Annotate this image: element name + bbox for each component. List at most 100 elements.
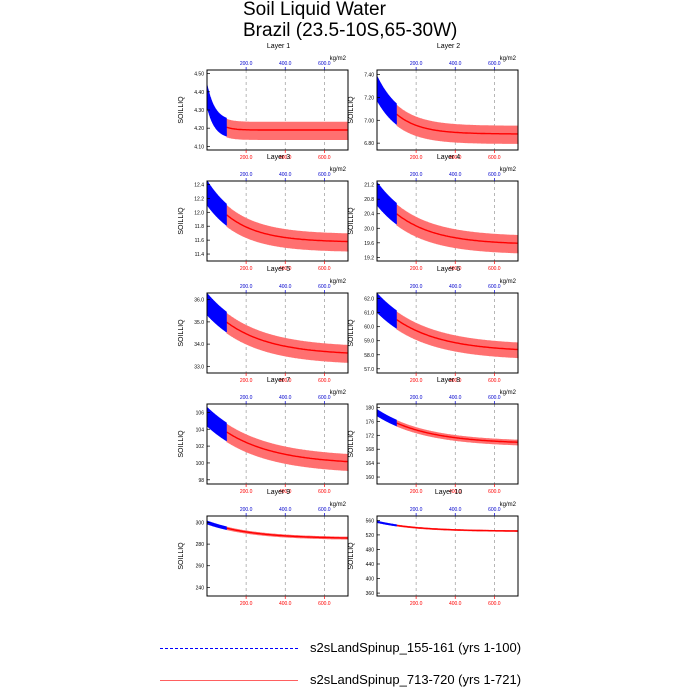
bottom-tick-label: 200.0 <box>410 601 423 607</box>
y-tick-label: 34.0 <box>194 342 204 348</box>
y-axis-label: SOILLIQ <box>348 430 355 458</box>
plot-frame <box>376 180 519 262</box>
series-red-line <box>226 423 349 472</box>
y-axis-label: SOILLIQ <box>178 319 185 347</box>
bottom-tick-label: 400.0 <box>279 266 292 272</box>
series-red-mean <box>396 524 518 532</box>
y-tick-label: 100 <box>196 461 205 467</box>
y-tick-label: 160 <box>366 475 375 481</box>
top-tick-label: 600.0 <box>488 395 501 401</box>
series-blue-line <box>206 84 227 137</box>
bottom-tick-label: 200.0 <box>410 155 423 161</box>
series-red-line <box>226 118 349 141</box>
y-axis-label: SOILLIQ <box>178 207 185 235</box>
plot-frame <box>376 292 519 374</box>
panel-title: Layer 4 <box>437 154 460 161</box>
y-tick-label: 98 <box>198 478 204 484</box>
top-tick-label: 600.0 <box>318 507 331 513</box>
y-tick-label: 20.0 <box>364 226 374 232</box>
top-tick-label: 200.0 <box>410 61 423 67</box>
legend-item-155-161: s2sLandSpinup_155-161 (yrs 1-100) <box>160 639 560 659</box>
panel-title: Layer 2 <box>437 43 460 50</box>
bottom-tick-label: 400.0 <box>449 601 462 607</box>
series-red-mean <box>396 422 518 443</box>
y-tick-label: 62.0 <box>364 297 374 303</box>
top-tick-label: 600.0 <box>318 61 331 67</box>
bottom-tick-label: 600.0 <box>318 601 331 607</box>
series-blue-line <box>376 76 397 125</box>
y-axis-label: SOILLIQ <box>178 430 185 458</box>
legend-label: s2sLandSpinup_155-161 (yrs 1-100) <box>310 640 522 655</box>
y-tick-label: 58.0 <box>364 353 374 359</box>
y-axis-label: SOILLIQ <box>178 542 185 570</box>
bottom-tick-label: 600.0 <box>488 489 501 495</box>
bottom-tick-label: 600.0 <box>488 155 501 161</box>
series-red-line <box>396 311 519 359</box>
bottom-tick-label: 200.0 <box>410 266 423 272</box>
units-label: kg/m2 <box>330 279 347 285</box>
y-axis-label: SOILLIQ <box>348 96 355 124</box>
chart-subtitle: Brazil (23.5-10S,65-30W) <box>243 20 458 41</box>
y-tick-label: 4.10 <box>194 144 204 150</box>
legend-label: s2sLandSpinup_713-720 (yrs 1-721) <box>310 672 522 687</box>
y-tick-label: 12.0 <box>194 210 204 216</box>
panel-title: Layer 10 <box>435 489 462 496</box>
panel-title: Layer 1 <box>267 43 290 50</box>
units-label: kg/m2 <box>500 56 517 62</box>
y-axis-label: SOILLIQ <box>348 319 355 347</box>
y-tick-label: 260 <box>196 564 205 570</box>
bottom-tick-label: 400.0 <box>449 266 462 272</box>
bottom-tick-label: 600.0 <box>318 489 331 495</box>
y-tick-label: 35.0 <box>194 320 204 326</box>
bottom-tick-label: 400.0 <box>449 378 462 384</box>
top-tick-label: 200.0 <box>410 507 423 513</box>
series-red-mean <box>396 113 518 135</box>
bottom-tick-label: 400.0 <box>449 155 462 161</box>
series-red-mean <box>226 321 348 354</box>
series-red-line <box>226 312 349 363</box>
top-tick-label: 400.0 <box>279 61 292 67</box>
y-tick-label: 6.80 <box>364 141 374 147</box>
bottom-tick-label: 600.0 <box>318 378 331 384</box>
bottom-tick-label: 200.0 <box>240 266 253 272</box>
units-label: kg/m2 <box>330 390 347 396</box>
y-tick-label: 4.20 <box>194 126 204 132</box>
series-blue-line <box>376 293 397 329</box>
top-tick-label: 400.0 <box>449 284 462 290</box>
top-tick-label: 400.0 <box>449 61 462 67</box>
series-blue-line <box>376 182 397 225</box>
plot-frame <box>376 69 519 151</box>
legend-swatch-red <box>160 680 298 681</box>
y-tick-label: 168 <box>366 447 375 453</box>
y-tick-label: 4.40 <box>194 90 204 96</box>
plot-frame <box>376 403 519 485</box>
plot-frame <box>206 515 349 597</box>
y-axis-label: SOILLIQ <box>348 542 355 570</box>
y-tick-label: 12.2 <box>194 196 204 202</box>
y-tick-label: 4.30 <box>194 108 204 114</box>
top-tick-label: 400.0 <box>449 172 462 178</box>
panel-title: Layer 7 <box>267 377 290 384</box>
bottom-tick-label: 600.0 <box>318 266 331 272</box>
series-blue-line <box>376 409 397 427</box>
bottom-tick-label: 400.0 <box>279 155 292 161</box>
bottom-tick-label: 200.0 <box>240 601 253 607</box>
y-tick-label: 172 <box>366 433 375 439</box>
y-tick-label: 180 <box>366 405 375 411</box>
y-tick-label: 480 <box>366 547 375 553</box>
series-red-mean <box>226 527 348 539</box>
y-tick-label: 440 <box>366 562 375 568</box>
bottom-tick-label: 600.0 <box>488 601 501 607</box>
y-tick-label: 560 <box>366 518 375 524</box>
units-label: kg/m2 <box>330 56 347 62</box>
y-tick-label: 280 <box>196 542 205 548</box>
y-tick-label: 60.0 <box>364 325 374 331</box>
bottom-tick-label: 600.0 <box>488 378 501 384</box>
top-tick-label: 200.0 <box>240 172 253 178</box>
series-red-mean <box>396 319 518 351</box>
bottom-tick-label: 200.0 <box>410 378 423 384</box>
series-red-line <box>396 104 519 145</box>
y-tick-label: 7.20 <box>364 95 374 101</box>
top-tick-label: 400.0 <box>279 395 292 401</box>
